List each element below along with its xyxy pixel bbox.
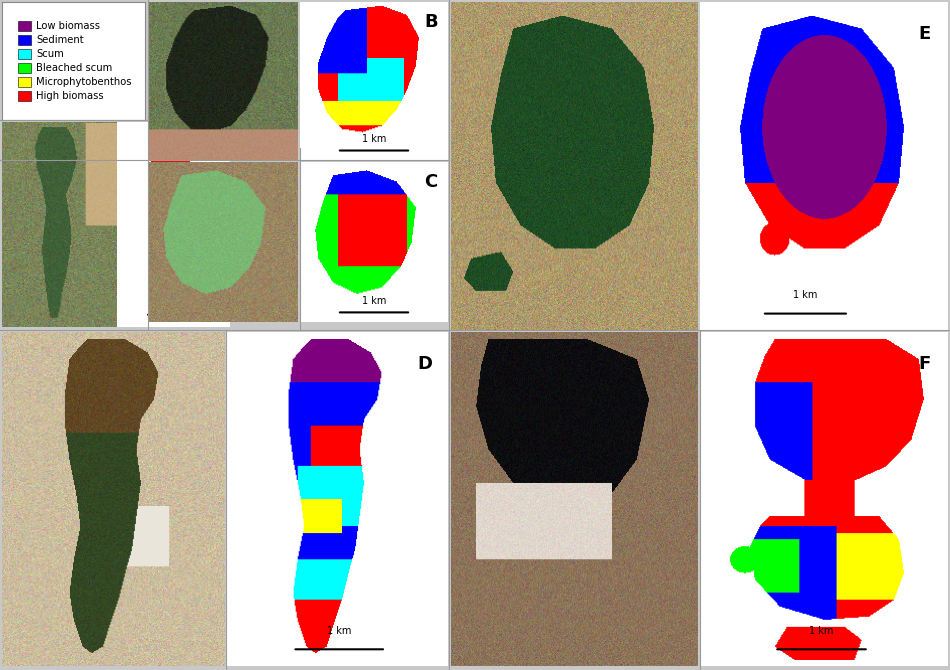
Text: B: B	[424, 13, 438, 31]
Text: C: C	[425, 174, 438, 191]
Text: F: F	[919, 355, 931, 373]
Text: E: E	[919, 25, 931, 43]
Text: 1 km: 1 km	[362, 134, 387, 144]
Legend: Low biomass, Sediment, Scum, Bleached scum, Microphytobenthos, High biomass: Low biomass, Sediment, Scum, Bleached sc…	[14, 17, 136, 105]
Text: 1 km: 1 km	[327, 626, 352, 636]
Text: 1 km: 1 km	[163, 297, 187, 306]
Text: A: A	[208, 137, 222, 154]
Text: 1 km: 1 km	[809, 626, 834, 636]
Text: 1 km: 1 km	[362, 296, 387, 306]
Text: 1 km: 1 km	[793, 291, 818, 300]
Text: D: D	[417, 355, 432, 373]
